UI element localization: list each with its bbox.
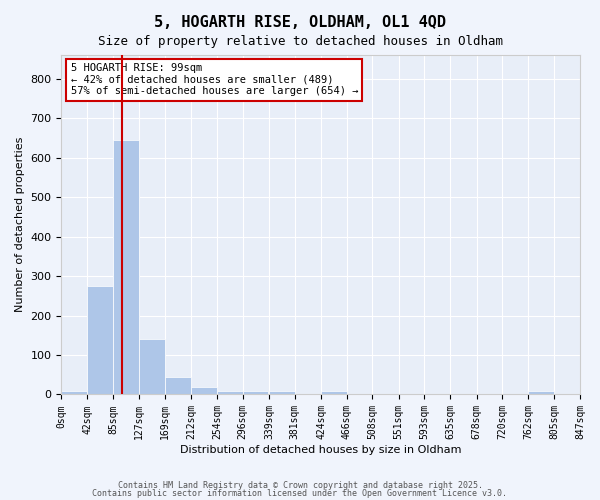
Bar bbox=[61, 390, 87, 394]
Bar bbox=[113, 140, 139, 394]
Bar bbox=[321, 390, 347, 394]
Text: Size of property relative to detached houses in Oldham: Size of property relative to detached ho… bbox=[97, 35, 503, 48]
Bar bbox=[269, 390, 295, 394]
Bar bbox=[87, 286, 113, 395]
Bar bbox=[528, 390, 554, 394]
Text: 5, HOGARTH RISE, OLDHAM, OL1 4QD: 5, HOGARTH RISE, OLDHAM, OL1 4QD bbox=[154, 15, 446, 30]
Bar bbox=[139, 339, 165, 394]
Bar bbox=[217, 390, 242, 394]
Text: Contains HM Land Registry data © Crown copyright and database right 2025.: Contains HM Land Registry data © Crown c… bbox=[118, 481, 482, 490]
Y-axis label: Number of detached properties: Number of detached properties bbox=[15, 137, 25, 312]
Bar bbox=[165, 376, 191, 394]
Bar bbox=[242, 390, 268, 394]
Bar bbox=[191, 386, 217, 394]
X-axis label: Distribution of detached houses by size in Oldham: Distribution of detached houses by size … bbox=[180, 445, 461, 455]
Text: 5 HOGARTH RISE: 99sqm
← 42% of detached houses are smaller (489)
57% of semi-det: 5 HOGARTH RISE: 99sqm ← 42% of detached … bbox=[71, 64, 358, 96]
Text: Contains public sector information licensed under the Open Government Licence v3: Contains public sector information licen… bbox=[92, 488, 508, 498]
